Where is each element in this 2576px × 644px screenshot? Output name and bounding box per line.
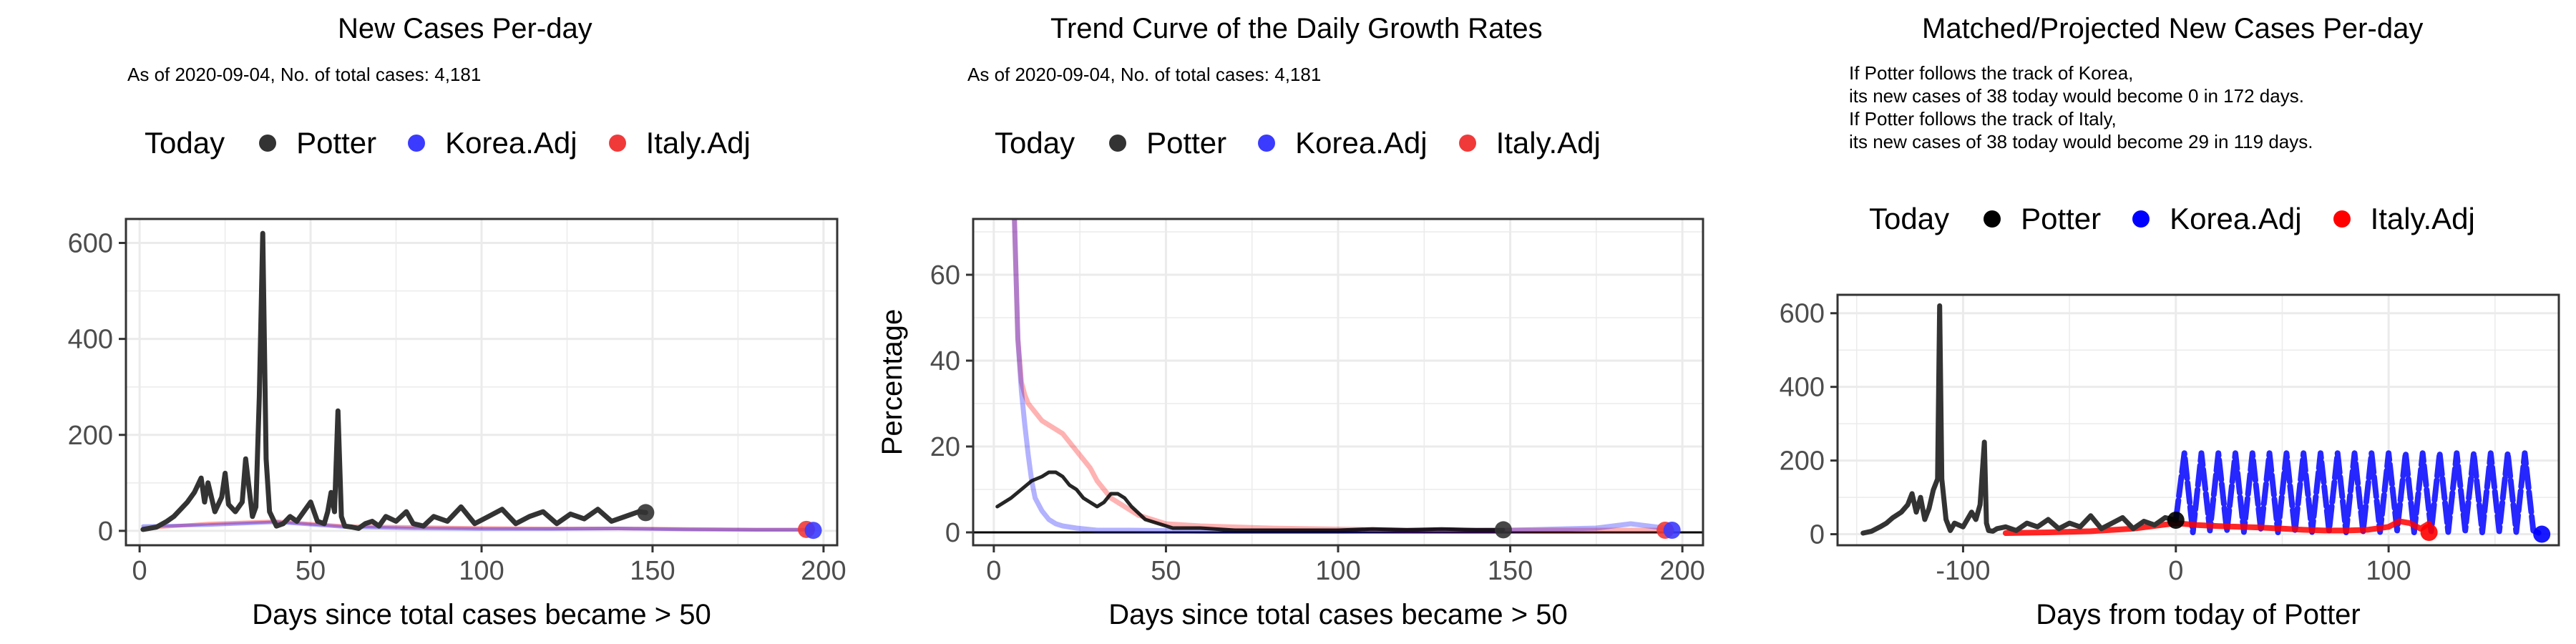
series-line-italy-adj	[141, 519, 809, 532]
subtitle-line: If Potter follows the track of Italy,	[1849, 108, 2117, 130]
legend-dot-korea	[1258, 135, 1276, 152]
legend-label-korea: Korea.Adj	[1295, 126, 1428, 160]
y-axis-label: Percentage	[877, 309, 908, 456]
y-tick-label: 20	[930, 432, 960, 462]
legend-item-korea: Korea.Adj	[1258, 126, 1428, 160]
series-line-italy-adj	[1012, 219, 1668, 533]
legend-dot-italy	[2333, 210, 2351, 228]
y-tick-label: 0	[98, 517, 113, 547]
today-point-potter	[637, 504, 655, 522]
legend-label-korea: Korea.Adj	[2170, 202, 2302, 235]
legend-label-italy: Italy.Adj	[645, 126, 751, 160]
x-tick-label: 100	[459, 556, 504, 586]
x-axis-label: Days from today of Potter	[2036, 599, 2361, 630]
chart-legend: Today Potter Korea.Adj Italy.Adj	[145, 126, 782, 160]
legend-dot-korea	[2132, 210, 2150, 228]
x-tick-label: 50	[1151, 556, 1181, 586]
legend-label-potter: Potter	[296, 126, 377, 160]
plot-data	[140, 230, 815, 532]
x-tick-label: 0	[986, 556, 1001, 586]
y-tick-label: 200	[1780, 447, 1825, 477]
chart-panel-new-cases: New Cases Per-day As of 2020-09-04, No. …	[0, 0, 859, 644]
chart-title: Trend Curve of the Daily Growth Rates	[1050, 13, 1543, 44]
today-point-korea-adj	[2533, 525, 2551, 543]
y-tick-label: 40	[930, 346, 960, 376]
today-point-korea-adj	[804, 522, 822, 540]
legend-item-italy: Italy.Adj	[608, 126, 751, 160]
y-tick-label: 60	[930, 260, 960, 291]
legend-title: Today	[995, 126, 1075, 160]
legend-item-italy: Italy.Adj	[1458, 126, 1601, 160]
x-tick-label: 100	[2366, 556, 2411, 586]
legend-title: Today	[1869, 202, 1950, 235]
legend-title: Today	[145, 126, 225, 160]
series-line-potter	[995, 470, 1506, 532]
plot-data	[973, 219, 1703, 534]
chart-panel-projected: Matched/Projected New Cases Per-day If P…	[1717, 0, 2576, 644]
y-tick-label: 400	[68, 325, 113, 355]
subtitle-line: its new cases of 38 today would become 2…	[1849, 131, 2313, 152]
chart-subtitle: If Potter follows the track of Korea, it…	[1849, 62, 2313, 153]
legend-item-potter: Potter	[1984, 202, 2101, 236]
today-point-korea-adj	[1663, 522, 1681, 539]
y-tick-label: 600	[68, 229, 113, 259]
legend-dot-potter	[259, 135, 277, 152]
legend-label-potter: Potter	[2021, 202, 2102, 235]
x-tick-label: 150	[1488, 556, 1533, 586]
x-tick-label: 150	[630, 556, 675, 586]
y-tick-label: 0	[1810, 520, 1825, 550]
legend-item-korea: Korea.Adj	[2132, 202, 2302, 236]
series-line-korea-adj	[2172, 450, 2545, 537]
legend-label-italy: Italy.Adj	[2370, 202, 2475, 235]
series-line-korea-adj	[1012, 219, 1675, 534]
legend-dot-italy	[608, 135, 626, 152]
legend-dot-potter	[1109, 135, 1127, 152]
chart-plot-new-cases: 0 50 100 150 200 0 200 400 600 Days since total c…	[68, 218, 847, 630]
x-tick-label: 0	[2168, 556, 2183, 586]
today-point-italy-adj	[2420, 523, 2438, 541]
plot-border	[1836, 293, 2560, 547]
subtitle-line: If Potter follows the track of Korea,	[1849, 62, 2134, 84]
chart-plot-projected: -100 0 100 0 200 400 600 Days from today of Pot…	[1780, 293, 2560, 630]
x-axis-label: Days since total cases became > 50	[252, 599, 711, 630]
legend-item-korea: Korea.Adj	[408, 126, 577, 160]
grid-lines	[126, 219, 837, 545]
chart-panel-growth-rates: Trend Curve of the Daily Growth Rates As…	[859, 0, 1717, 644]
legend-label-potter: Potter	[1146, 126, 1227, 160]
y-tick-label: 600	[1780, 299, 1825, 329]
series-line-potter	[1860, 303, 2179, 536]
legend-item-potter: Potter	[259, 126, 376, 160]
legend-dot-italy	[1458, 135, 1476, 152]
x-tick-label: 100	[1315, 556, 1360, 586]
today-point-potter	[1494, 521, 1512, 539]
y-tick-label: 200	[68, 421, 113, 451]
chart-subtitle: As of 2020-09-04, No. of total cases: 4,…	[967, 64, 1322, 85]
y-tick-label: 0	[945, 518, 960, 548]
x-tick-label: -100	[1936, 556, 1990, 586]
legend-item-italy: Italy.Adj	[2333, 202, 2475, 236]
legend-dot-potter	[1984, 210, 2001, 228]
x-axis-label: Days since total cases became > 50	[1108, 599, 1567, 630]
legend-label-italy: Italy.Adj	[1496, 126, 1601, 160]
today-point-potter	[2167, 512, 2185, 529]
chart-subtitle: As of 2020-09-04, No. of total cases: 4,…	[127, 64, 482, 85]
x-tick-label: 200	[1659, 556, 1704, 586]
chart-legend: Today Potter Korea.Adj Italy.Adj	[1869, 202, 2507, 236]
x-tick-label: 200	[801, 556, 846, 586]
chart-plot-growth-rates: 0 50 100 150 200 0 20 40 60 Days since total case…	[877, 218, 1705, 630]
legend-label-korea: Korea.Adj	[445, 126, 577, 160]
plot-data	[1860, 303, 2545, 537]
subtitle-line: its new cases of 38 today would become 0…	[1849, 85, 2304, 107]
legend-item-potter: Potter	[1109, 126, 1226, 160]
chart-legend: Today Potter Korea.Adj Italy.Adj	[995, 126, 1632, 160]
x-tick-label: 50	[296, 556, 326, 586]
x-tick-label: 0	[132, 556, 147, 586]
chart-title: Matched/Projected New Cases Per-day	[1922, 13, 2424, 44]
legend-dot-korea	[408, 135, 426, 152]
chart-title: New Cases Per-day	[338, 13, 592, 44]
y-tick-label: 400	[1780, 373, 1825, 403]
series-line-potter	[140, 230, 648, 532]
